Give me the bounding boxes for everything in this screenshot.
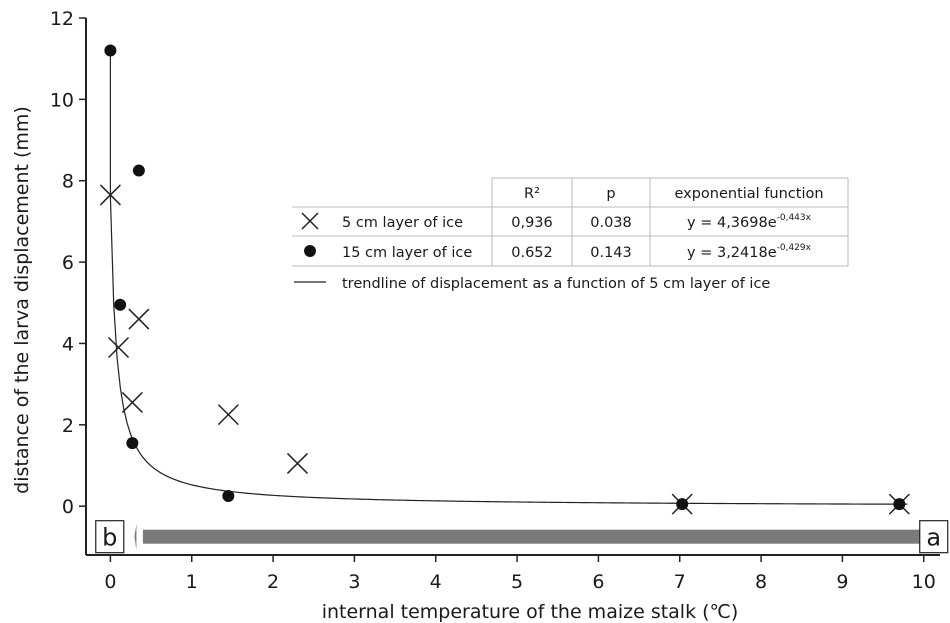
y-tick-label: 4 (62, 333, 74, 355)
legend-dot-icon (304, 245, 316, 257)
x-tick-label: 9 (836, 571, 848, 593)
legend-cross-icon (301, 212, 319, 230)
x-tick-label: 10 (912, 571, 936, 593)
legend-table: R² p exponential function 5 cm layer of … (292, 177, 849, 292)
y-tick-label: 6 (62, 252, 74, 274)
y-tick-label: 8 (62, 171, 74, 193)
cross-point (121, 391, 143, 413)
dot-point (676, 498, 689, 511)
corner-label-a: a (926, 524, 941, 552)
cross-point (108, 336, 130, 359)
x-tick-label: 5 (511, 571, 523, 593)
corner-box-a (919, 520, 949, 554)
table-cell-r2: 0.652 (511, 245, 553, 261)
x-tick-label: 2 (267, 571, 279, 593)
corner-box-b (95, 520, 125, 554)
dot-point (104, 44, 117, 57)
y-tick-label: 0 (62, 496, 74, 518)
x-tick-label: 1 (186, 571, 198, 593)
dot-point (893, 498, 906, 511)
x-tick-label: 4 (430, 571, 442, 593)
cross-point (286, 452, 308, 474)
table-cell-p: 0.143 (590, 245, 632, 261)
table-header-function: exponential function (674, 186, 823, 202)
table-header-p: p (606, 186, 615, 202)
corner-label-b: b (102, 524, 117, 552)
x-tick-label: 0 (104, 571, 116, 593)
table-row-label: 5 cm layer of ice (342, 215, 463, 231)
table-cell-r2: 0,936 (511, 215, 553, 231)
cross-point (99, 184, 121, 206)
table-cell-equation: y = 4,3698e-0,443x (687, 213, 812, 231)
x-axis-label: internal temperature of the maize stalk … (322, 601, 739, 623)
dot-point (126, 437, 139, 450)
x-tick-label: 6 (592, 571, 604, 593)
table-cell-p: 0.038 (590, 215, 632, 231)
x-tick-label: 8 (755, 571, 767, 593)
dot-point (114, 298, 127, 311)
temperature-arrow-head (134, 523, 137, 550)
cross-point (217, 404, 239, 426)
dot-point (132, 164, 145, 177)
table-row-label: 15 cm layer of ice (342, 245, 472, 261)
x-tick-label: 3 (348, 571, 360, 593)
temperature-arrow-shaft (142, 529, 924, 544)
y-tick-label: 10 (50, 89, 74, 111)
table-cell-equation: y = 3,2418e-0,429x (687, 243, 812, 261)
y-tick-label: 12 (50, 8, 74, 30)
x-tick-label: 7 (674, 571, 686, 593)
trendline (109, 46, 908, 505)
legend-trendline-label: trendline of displacement as a function … (342, 276, 770, 292)
y-axis-label: distance of the larva displacement (mm) (11, 106, 33, 494)
y-tick-label: 2 (62, 415, 74, 437)
dot-point (222, 490, 235, 503)
cross-point (128, 308, 150, 330)
table-header-r2: R² (524, 186, 540, 202)
